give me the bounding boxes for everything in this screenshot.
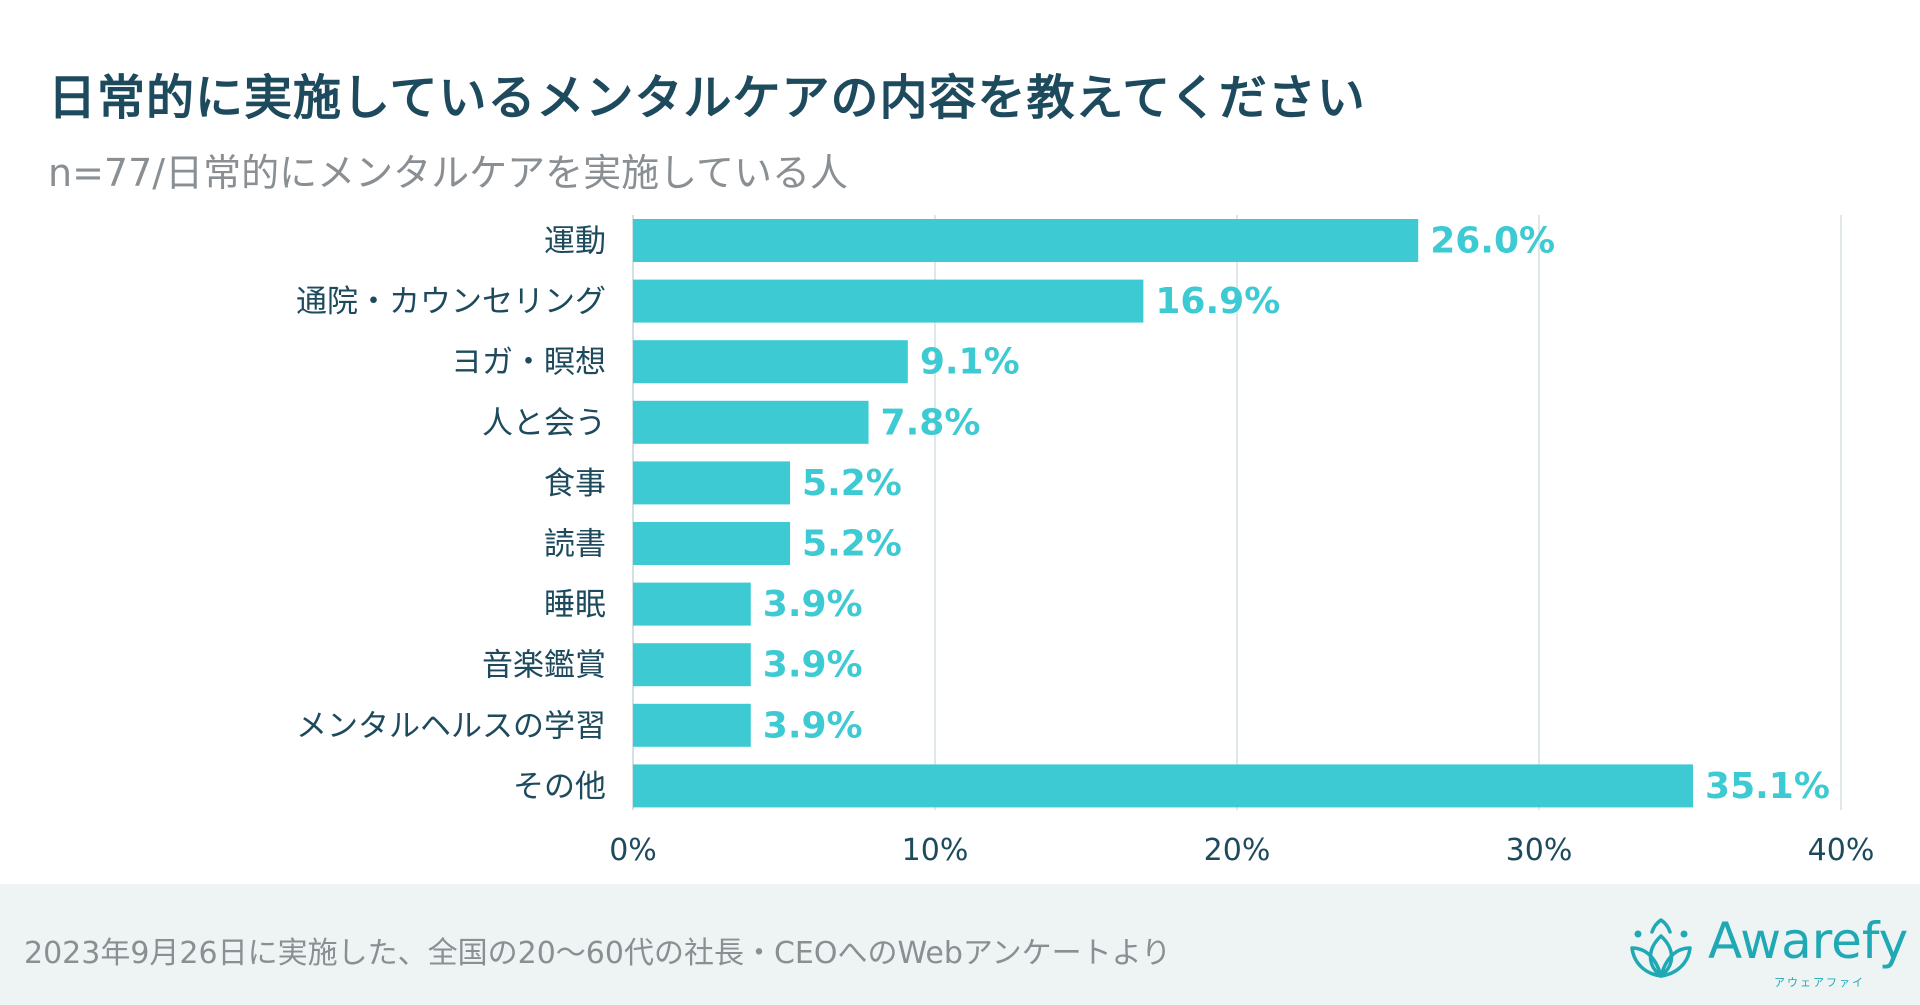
category-label: 読書 [544,527,606,563]
x-tick-label: 30% [1506,833,1573,868]
data-label: 7.8% [881,402,981,443]
x-tick-label: 20% [1204,833,1271,868]
chart-subtitle: n=77/日常的にメンタルケアを実施している人 [48,151,848,195]
data-label: 5.2% [802,463,902,504]
survey-note: 2023年9月26日に実施した、全国の20〜60代の社長・CEOへのWebアンケ… [24,936,1172,971]
chart-title: 日常的に実施しているメンタルケアの内容を教えてください [48,70,1366,126]
category-label: 通院・カウンセリング [296,284,606,320]
x-axis-ticks: 0% 10% 20% 30% 40% [609,833,1874,868]
x-tick-label: 40% [1808,833,1875,868]
x-tick-label: 0% [609,833,657,868]
category-labels: 運動通院・カウンセリングヨガ・瞑想人と会う食事読書睡眠音楽鑑賞メンタルヘルスの学… [296,224,606,805]
data-label: 16.9% [1155,281,1280,322]
x-tick-label: 10% [902,833,969,868]
category-label: 睡眠 [544,587,606,623]
category-label: 食事 [544,466,606,502]
data-label: 5.2% [802,524,902,565]
bar [633,582,751,626]
footer: 2023年9月26日に実施した、全国の20〜60代の社長・CEOへのWebアンケ… [0,884,1920,1005]
awarefy-logo: Awarefy アウェアファイ [1624,910,1908,990]
bar [633,703,751,747]
category-label: メンタルヘルスの学習 [296,708,606,744]
data-label: 3.9% [763,705,863,746]
bar [633,522,791,565]
data-label: 9.1% [920,342,1020,383]
bar-chart: 26.0% 16.9% 9.1% 7.8% 5.2% 5.2% 3.9% 3.9% 3.9% 35… [296,215,1874,868]
data-label: 3.9% [763,584,863,625]
category-label: 音楽鑑賞 [482,648,606,684]
category-label: その他 [513,769,606,805]
category-label: 人と会う [482,405,606,441]
data-label: 3.9% [763,645,863,686]
bar [633,461,791,505]
bar [633,764,1694,808]
data-labels: 26.0% 16.9% 9.1% 7.8% 5.2% 5.2% 3.9% 3.9% 3.9% 35… [763,221,1830,807]
bar [633,643,751,687]
lotus-icon [1630,918,1692,978]
bar [633,279,1144,323]
category-label: 運動 [544,224,606,260]
bar [633,219,1419,262]
bars [633,219,1694,808]
data-label: 35.1% [1705,766,1830,807]
bar [633,340,908,384]
logo-subtext: アウェアファイ [1774,976,1865,989]
category-label: ヨガ・瞑想 [451,345,606,381]
logo-wordmark: Awarefy [1708,912,1909,970]
data-label: 26.0% [1430,221,1555,262]
bar [633,400,869,444]
